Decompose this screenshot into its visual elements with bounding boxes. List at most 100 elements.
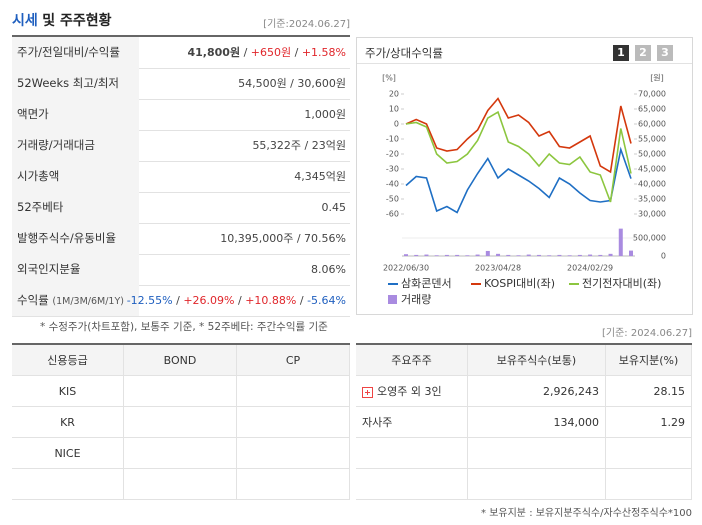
header-cell: 보유지분(%) — [606, 345, 692, 376]
value-part: 23억원 — [311, 139, 346, 152]
table-cell — [12, 469, 124, 500]
divider — [356, 343, 692, 345]
separator: / — [301, 139, 312, 152]
table-cell — [124, 407, 237, 438]
value-part: -12.55% — [126, 294, 173, 307]
x-tick-label: 2024/02/29 — [567, 264, 613, 273]
volume-bar — [598, 254, 603, 256]
legend-label: KOSPI대비(좌) — [484, 277, 555, 290]
cell-text: 1.29 — [660, 416, 686, 429]
series-line — [405, 146, 632, 214]
row-value: 10,395,000주 / 70.56% — [220, 223, 346, 254]
volume-bar — [547, 255, 552, 256]
value-part: +10.88% — [245, 294, 297, 307]
table-cell — [124, 438, 237, 469]
value-part: 10,395,000주 — [220, 232, 294, 245]
value-part: +1.58% — [301, 46, 346, 59]
label-text: 외국인지분율 — [17, 262, 81, 276]
separator: / — [293, 232, 305, 245]
y2-tick-label: 50,000 — [638, 150, 666, 159]
value-part: 41,800원 — [187, 46, 241, 59]
header-cell: 보유주식수(보통) — [468, 345, 606, 376]
volume-bar — [516, 255, 521, 256]
row-value: -12.55% / +26.09% / +10.88% / -5.64% — [127, 285, 346, 316]
y-tick-label: 10 — [389, 105, 399, 114]
volume-tick-label: 0 — [661, 252, 666, 261]
row-value: 54,500원 / 30,600원 — [238, 68, 346, 99]
volume-bar — [465, 255, 470, 256]
note: * 보유지분 : 보유지분주식수/자수산정주식수*100 — [481, 508, 692, 519]
table-cell: 자사주 — [356, 407, 468, 438]
value-part: 8.06% — [311, 263, 346, 276]
row-value: 0.45 — [322, 192, 347, 223]
date: [기준:2024.06.27] — [263, 19, 350, 30]
value-part: -5.64% — [307, 294, 346, 307]
table-cell: KIS — [12, 376, 124, 407]
date: [기준: 2024.06.27] — [601, 328, 692, 339]
separator: / — [291, 46, 302, 59]
tab-button[interactable]: 1 — [613, 45, 629, 61]
table-cell — [468, 438, 606, 469]
table-cell — [237, 469, 350, 500]
title-a: 시세 — [12, 13, 38, 29]
row-value: 8.06% — [311, 254, 346, 285]
expand-icon[interactable] — [362, 386, 373, 398]
table-cell — [124, 376, 237, 407]
table-cell: 2,926,243 — [468, 376, 606, 407]
y2-axis-label: [원] — [650, 74, 664, 83]
separator: / — [296, 294, 308, 307]
row-label: 52Weeks 최고/최저 — [12, 68, 139, 99]
cell-text: 134,000 — [553, 416, 600, 429]
row-label: 발행주식수/유동비율 — [12, 223, 139, 254]
volume-bar — [629, 250, 633, 256]
value-part: 1,000원 — [304, 108, 346, 121]
table-cell: KR — [12, 407, 124, 438]
volume-bar — [618, 228, 623, 256]
header-cell: 신용등급 — [12, 345, 124, 376]
volume-bar — [588, 254, 593, 256]
table-cell — [356, 438, 468, 469]
label-text: 52Weeks 최고/최저 — [17, 76, 119, 90]
volume-bar — [496, 253, 501, 256]
section-title: 시세 및 주주현황 — [12, 10, 112, 30]
table-cell — [606, 469, 692, 500]
row-value: 41,800원 / +650원 / +1.58% — [188, 37, 347, 68]
volume-bar — [485, 250, 490, 256]
note: * 수정주가(차트포함), 보통주 기준, * 52주베타: 주간수익률 기준 — [40, 321, 328, 333]
series-line — [405, 110, 632, 203]
label-text: 발행주식수/유동비율 — [17, 231, 117, 245]
volume-bar — [567, 255, 572, 256]
x-tick-label: 2022/06/30 — [383, 264, 429, 273]
value-part: +26.09% — [183, 294, 235, 307]
separator: / — [286, 77, 298, 90]
table-cell: 134,000 — [468, 407, 606, 438]
value-part: 0.45 — [321, 201, 347, 214]
y-axis-label: [%] — [382, 74, 396, 83]
chart-header — [357, 38, 692, 64]
volume-bar — [404, 254, 408, 256]
tab-button[interactable]: 2 — [635, 45, 651, 61]
separator: / — [172, 294, 184, 307]
y2-tick-label: 40,000 — [638, 180, 666, 189]
y-tick-label: -20 — [386, 150, 399, 159]
y-tick-label: -40 — [386, 180, 399, 189]
label-text: 시가총액 — [17, 169, 60, 183]
value-part: 30,600원 — [297, 77, 346, 90]
y-tick-label: 20 — [389, 90, 399, 99]
value-part: +650원 — [250, 46, 292, 59]
y-tick-label: 0 — [394, 120, 399, 129]
separator: / — [240, 46, 251, 59]
cell-text: 오영주 외 3인 — [377, 385, 442, 398]
table-cell — [606, 438, 692, 469]
label-text: 수익률 — [17, 293, 49, 307]
y-tick-label: -30 — [386, 165, 399, 174]
volume-bar — [424, 254, 429, 256]
legend-label: 삼화콘덴서 — [401, 277, 452, 290]
y2-tick-label: 70,000 — [638, 90, 666, 99]
row-label: 시가총액 — [12, 161, 139, 192]
table-row: 발행주식수/유동비율 10,395,000주 / 70.56% — [12, 223, 350, 255]
y2-tick-label: 65,000 — [638, 105, 666, 114]
legend-label: 거래량 — [401, 293, 431, 306]
volume-bar — [557, 254, 562, 256]
tab-button[interactable]: 3 — [657, 45, 673, 61]
